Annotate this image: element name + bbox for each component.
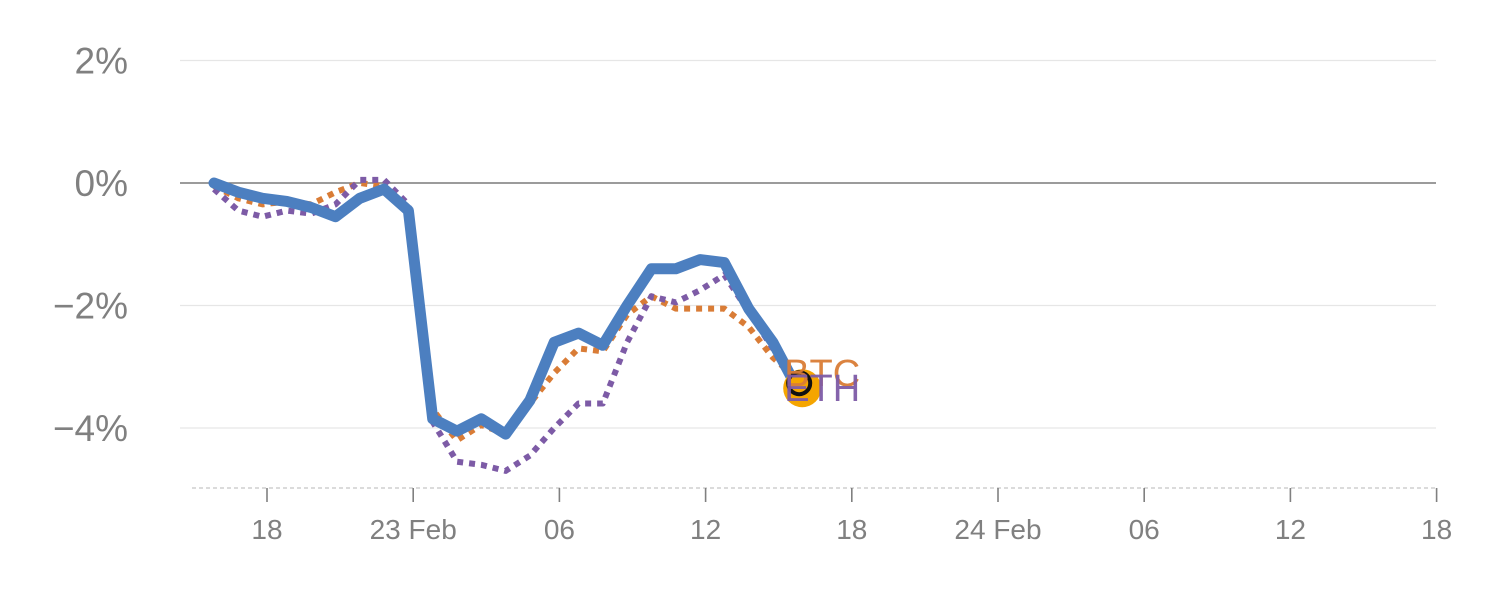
series-line-main bbox=[208, 177, 803, 440]
y-tick-label: −4% bbox=[53, 408, 128, 449]
series-lines bbox=[208, 176, 803, 474]
end-label-eth: ETH bbox=[784, 368, 860, 410]
x-tick-label: 18 bbox=[836, 514, 867, 545]
x-tick-label: 12 bbox=[1275, 514, 1306, 545]
y-tick-label: 2% bbox=[75, 41, 128, 82]
x-tick-label: 06 bbox=[544, 514, 575, 545]
y-tick-label: 0% bbox=[75, 163, 128, 204]
end-point-ring bbox=[786, 370, 813, 397]
x-tick-label: 18 bbox=[251, 514, 282, 545]
end-point-marker bbox=[783, 369, 822, 408]
x-tick-label: 24 Feb bbox=[954, 514, 1041, 545]
x-axis: 18 23 Feb 06 12 18 24 Feb 06 12 18 bbox=[192, 487, 1452, 545]
x-tick-label: 12 bbox=[690, 514, 721, 545]
end-marker bbox=[783, 369, 822, 408]
x-tick-label: 18 bbox=[1421, 514, 1452, 545]
x-tick-label: 23 Feb bbox=[370, 514, 457, 545]
x-tick-label: 06 bbox=[1129, 514, 1160, 545]
y-tick-label: −2% bbox=[53, 286, 128, 327]
y-axis: 2% 0% −2% −4% bbox=[53, 41, 128, 450]
end-label-btc: BTC bbox=[784, 353, 860, 395]
series-line-eth bbox=[212, 176, 800, 474]
series-line-btc bbox=[212, 180, 800, 444]
